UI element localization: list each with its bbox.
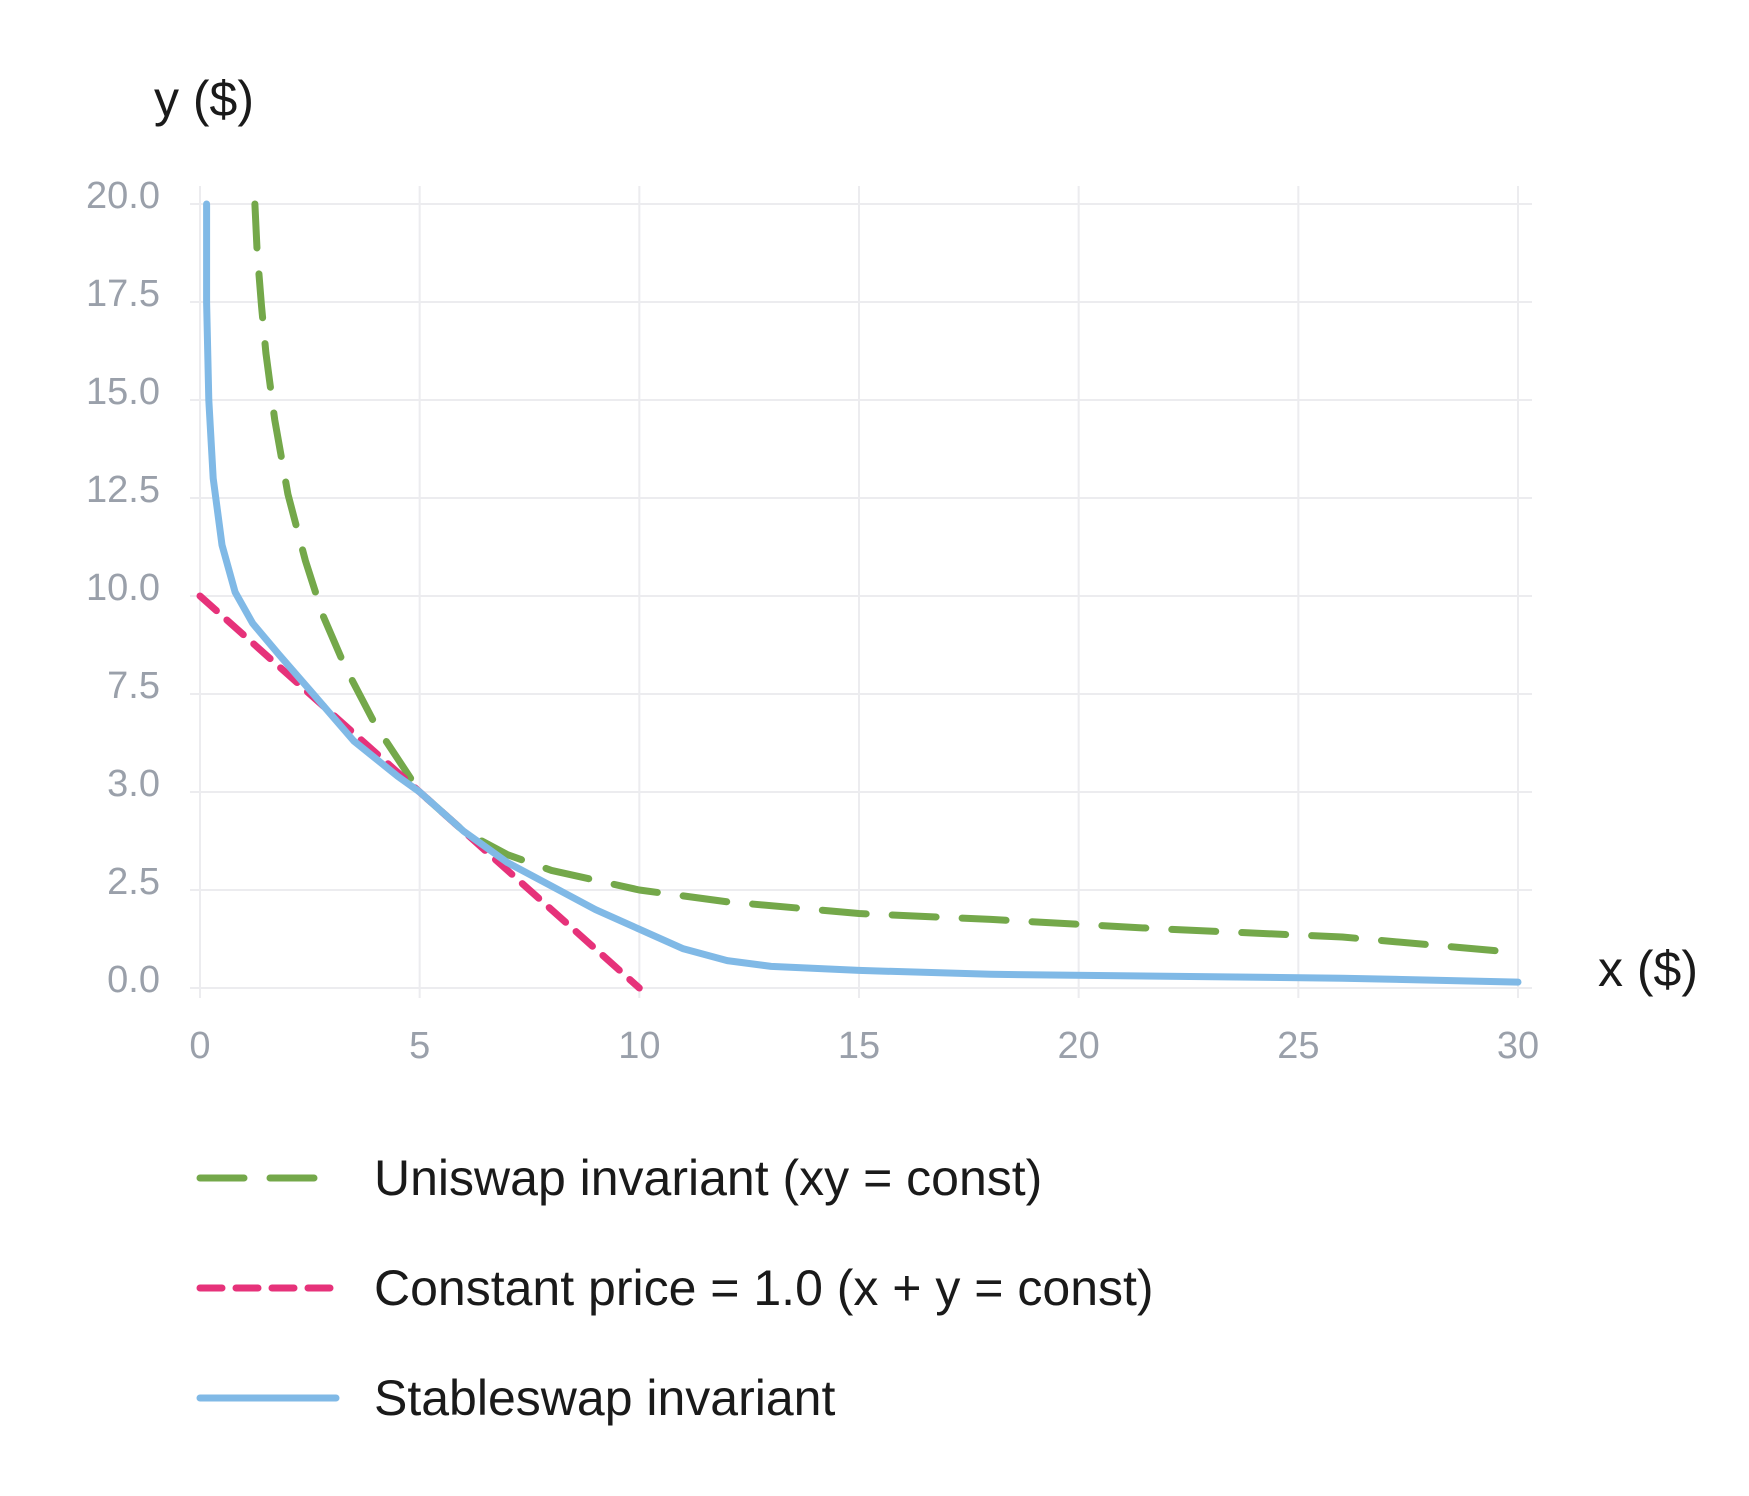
x-tick-label: 20: [1058, 1025, 1100, 1067]
y-tick-label: 3.0: [107, 763, 160, 805]
y-tick-label: 10.0: [86, 567, 160, 609]
x-tick-label: 5: [409, 1025, 430, 1067]
y-tick-label: 7.5: [107, 665, 160, 707]
legend-label: Stableswap invariant: [374, 1370, 835, 1426]
series-line-1: [251, 200, 1522, 957]
y-axis-ticks: 0.0 2.5 3.0 7.5 10.0 12.5 15.0 17.5 20.0: [86, 175, 160, 1001]
y-tick-label: 2.5: [107, 861, 160, 903]
y-tick-label: 0.0: [107, 959, 160, 1001]
legend-label: Constant price = 1.0 (x + y = const): [374, 1260, 1154, 1316]
series-lines: [196, 200, 1522, 992]
y-axis-label: y ($): [154, 71, 254, 127]
series-line-3: [203, 200, 1522, 986]
x-axis-ticks: 0 5 10 15 20 25 30: [189, 1025, 1539, 1067]
x-tick-label: 0: [189, 1025, 210, 1067]
y-tick-label: 12.5: [86, 469, 160, 511]
x-tick-label: 25: [1277, 1025, 1319, 1067]
legend-label: Uniswap invariant (xy = const): [374, 1150, 1042, 1206]
x-tick-label: 10: [618, 1025, 660, 1067]
x-tick-label: 30: [1497, 1025, 1539, 1067]
y-tick-label: 17.5: [86, 273, 160, 315]
legend: Uniswap invariant (xy = const) Constant p…: [196, 1150, 1154, 1426]
y-tick-label: 20.0: [86, 175, 160, 217]
grid: [190, 186, 1532, 998]
y-tick-label: 15.0: [86, 371, 160, 413]
x-axis-label: x ($): [1598, 941, 1698, 997]
x-tick-label: 15: [838, 1025, 880, 1067]
